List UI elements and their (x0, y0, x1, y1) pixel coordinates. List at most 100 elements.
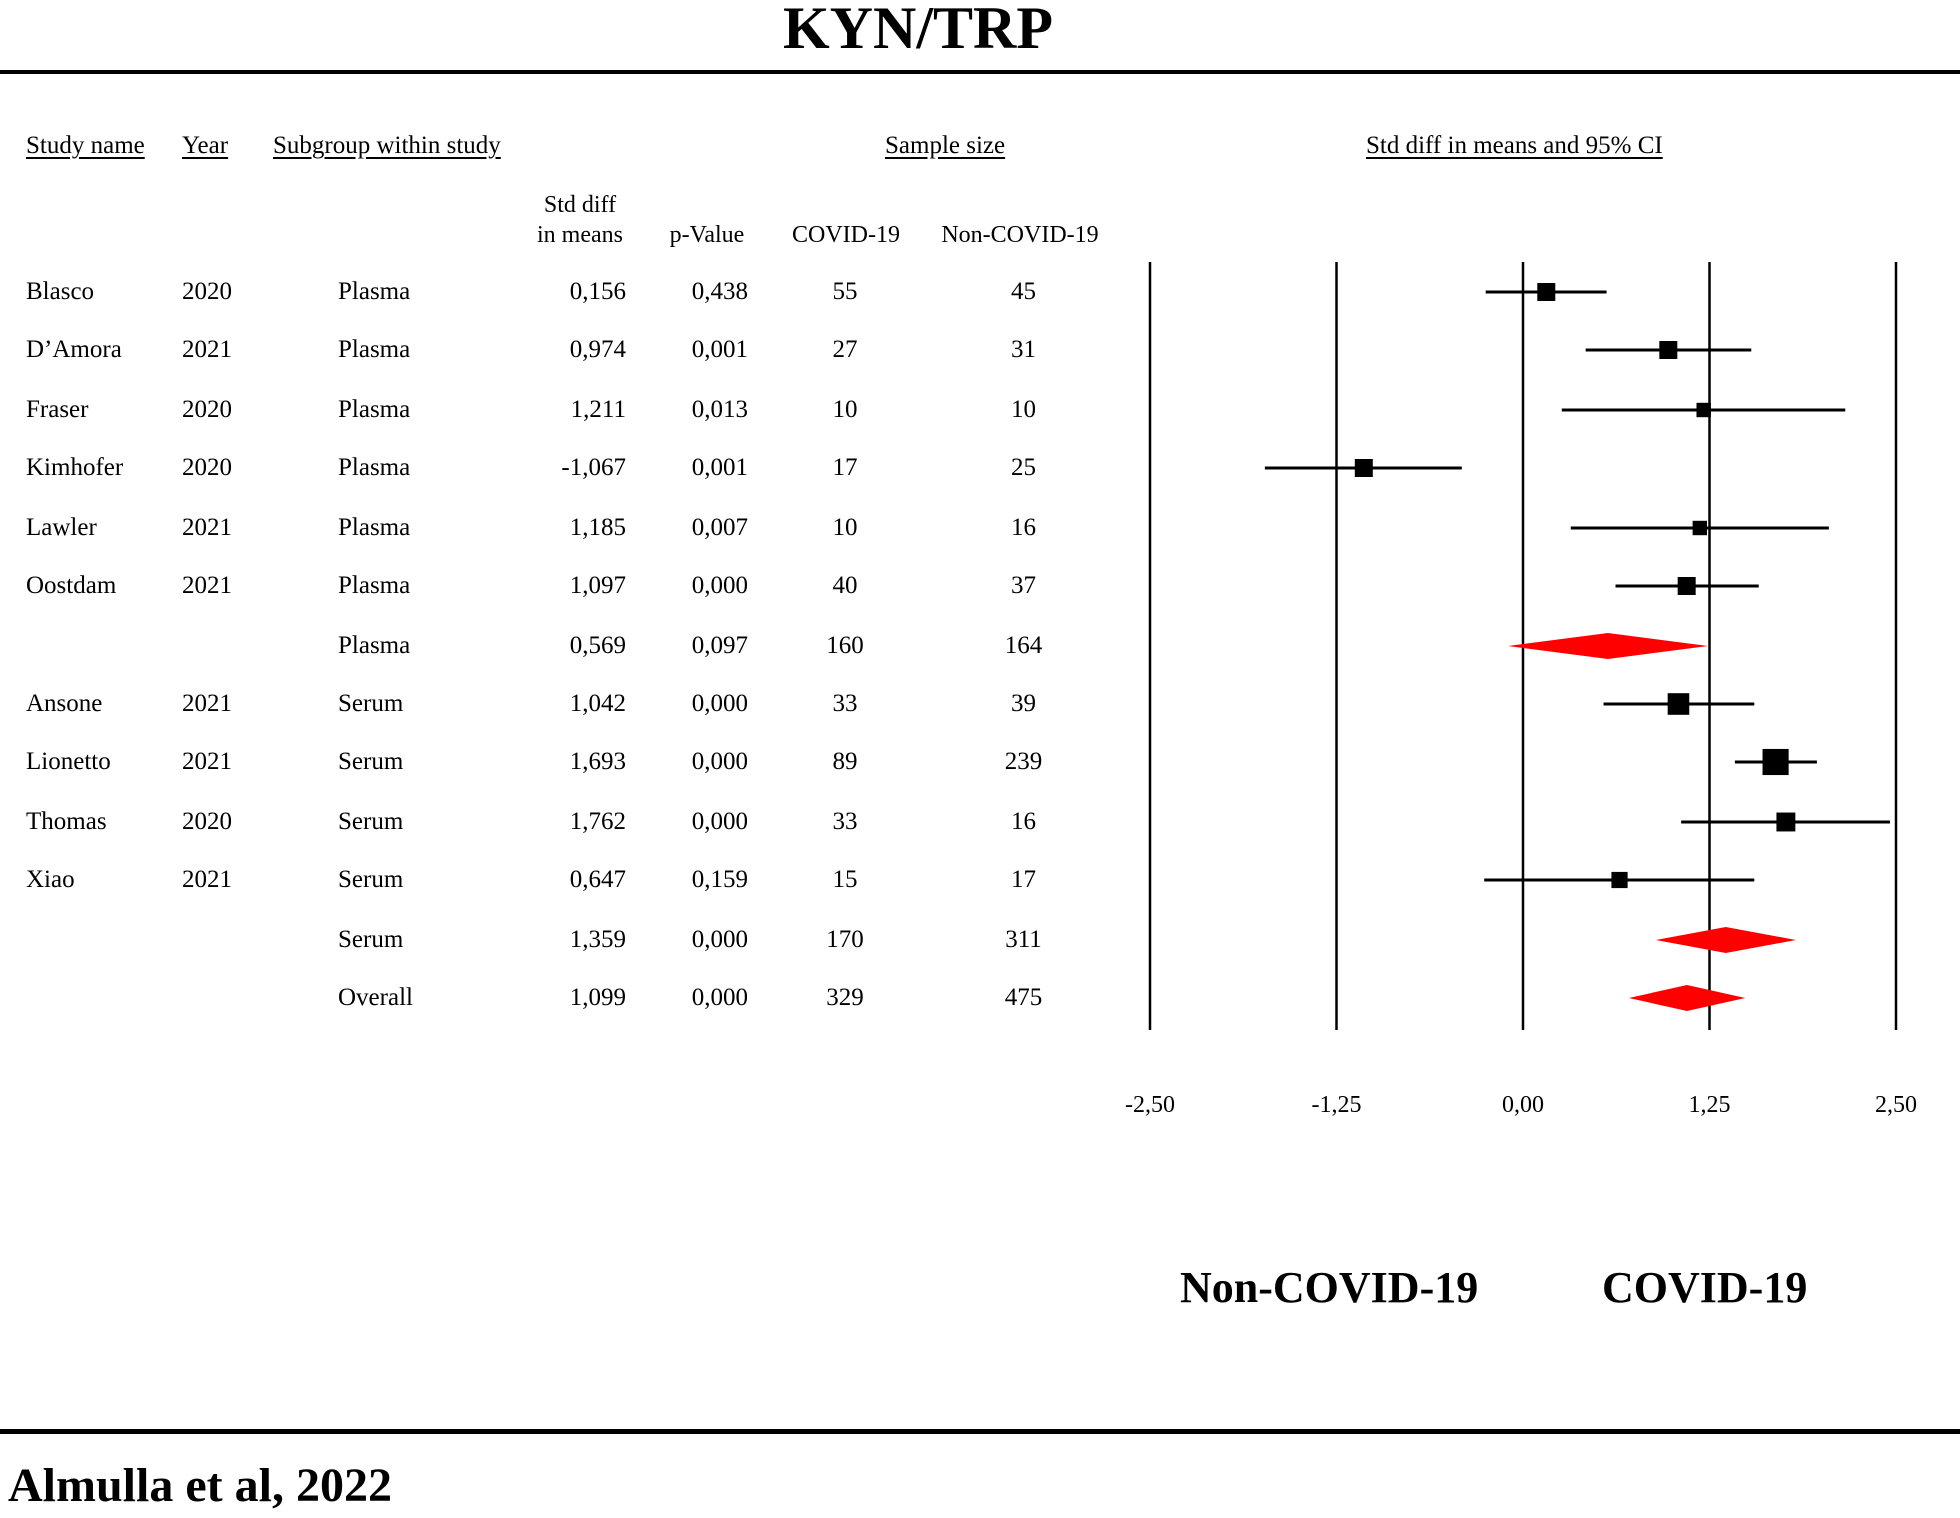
point-estimate-square (1677, 577, 1696, 595)
cell-year: 2021 (182, 572, 232, 599)
cell-p-value: 0,000 (691, 984, 748, 1011)
cell-non-covid: 39 (1011, 690, 1036, 717)
point-estimate-square (1762, 748, 1789, 776)
point-estimate-square (1776, 812, 1796, 832)
cell-non-covid: 37 (1011, 572, 1036, 599)
cell-covid: 33 (832, 690, 858, 717)
cell-non-covid: 10 (1011, 396, 1036, 423)
bottom-rule (0, 1429, 1960, 1434)
cell-year: 2020 (182, 278, 232, 305)
cell-std-diff: 1,042 (569, 690, 626, 717)
cell-study: Fraser (26, 396, 89, 423)
cell-non-covid: 16 (1011, 514, 1036, 541)
cell-year: 2020 (182, 396, 232, 423)
cell-p-value: 0,438 (691, 278, 748, 305)
summary-diamond (1628, 985, 1746, 1011)
cell-std-diff: 1,762 (569, 808, 626, 835)
cell-std-diff: -1,067 (561, 454, 626, 481)
cell-std-diff: 1,099 (569, 984, 626, 1011)
top-rule (0, 70, 1960, 74)
point-estimate-square (1696, 402, 1711, 418)
point-estimate-square (1667, 693, 1690, 715)
cell-non-covid: 164 (1004, 632, 1043, 659)
point-estimate-square (1659, 341, 1678, 359)
cell-std-diff: 1,359 (569, 926, 626, 953)
cell-non-covid: 311 (1005, 926, 1042, 953)
point-estimate-square (1537, 283, 1556, 301)
cell-year: 2021 (182, 336, 232, 363)
cell-p-value: 0,000 (691, 572, 748, 599)
cell-study: Blasco (26, 278, 95, 305)
cell-subgroup: Plasma (338, 396, 411, 423)
citation: Almulla et al, 2022 (8, 1459, 392, 1512)
cell-subgroup: Plasma (338, 454, 411, 481)
cell-covid: 160 (826, 632, 864, 659)
favours-left-label: Non-COVID-19 (1180, 1263, 1479, 1312)
cell-p-value: 0,000 (691, 748, 748, 775)
summary-diamond (1508, 633, 1709, 659)
cell-subgroup: Serum (338, 866, 404, 893)
cell-subgroup: Plasma (338, 336, 411, 363)
cell-p-value: 0,007 (691, 514, 748, 541)
cell-year: 2021 (182, 514, 232, 541)
cell-p-value: 0,000 (691, 808, 748, 835)
cell-covid: 17 (832, 454, 858, 481)
cell-subgroup: Plasma (338, 632, 411, 659)
cell-covid: 89 (832, 748, 858, 775)
cell-std-diff: 0,647 (569, 866, 626, 893)
cell-non-covid: 16 (1011, 808, 1036, 835)
x-tick-label: 0,00 (1502, 1092, 1544, 1118)
header-year: Year (182, 132, 229, 159)
cell-p-value: 0,001 (691, 454, 748, 481)
header-sample-size: Sample size (885, 132, 1006, 159)
chart-title: KYN/TRP (783, 0, 1053, 61)
cell-std-diff: 0,156 (569, 278, 626, 305)
point-estimate-square (1692, 520, 1708, 536)
cell-covid: 40 (832, 572, 858, 599)
cell-non-covid: 31 (1011, 336, 1036, 363)
cell-subgroup: Serum (338, 926, 404, 953)
cell-study: Thomas (26, 808, 107, 835)
header-non-covid: Non-COVID-19 (941, 222, 1099, 248)
cell-non-covid: 475 (1004, 984, 1043, 1011)
cell-std-diff: 1,693 (569, 748, 626, 775)
header-std-diff-line2: in means (537, 222, 623, 248)
cell-std-diff: 0,974 (569, 336, 626, 363)
header-ci: Std diff in means and 95% CI (1366, 132, 1663, 159)
x-tick-label: 1,25 (1689, 1092, 1731, 1118)
cell-subgroup: Serum (338, 808, 404, 835)
cell-covid: 27 (832, 336, 858, 363)
header-p-value: p-Value (669, 222, 745, 248)
cell-subgroup: Overall (338, 984, 413, 1011)
header-subgroup: Subgroup within study (273, 132, 501, 159)
cell-non-covid: 25 (1011, 454, 1036, 481)
cell-subgroup: Plasma (338, 572, 411, 599)
cell-covid: 55 (832, 278, 858, 305)
cell-covid: 170 (826, 926, 864, 953)
cell-study: Oostdam (26, 572, 117, 599)
x-tick-label: -2,50 (1125, 1092, 1175, 1118)
cell-subgroup: Serum (338, 748, 404, 775)
header-study-name: Study name (26, 132, 145, 159)
cell-year: 2020 (182, 808, 232, 835)
summary-diamond (1655, 927, 1797, 953)
cell-p-value: 0,013 (691, 396, 748, 423)
cell-covid: 329 (826, 984, 864, 1011)
cell-p-value: 0,159 (691, 866, 748, 893)
cell-std-diff: 0,569 (569, 632, 626, 659)
point-estimate-square (1354, 459, 1373, 477)
cell-subgroup: Serum (338, 690, 404, 717)
cell-covid: 10 (832, 396, 858, 423)
cell-non-covid: 17 (1011, 866, 1036, 893)
cell-study: D’Amora (26, 336, 122, 363)
cell-subgroup: Plasma (338, 278, 411, 305)
cell-non-covid: 239 (1004, 748, 1043, 775)
cell-p-value: 0,000 (691, 690, 748, 717)
cell-year: 2020 (182, 454, 232, 481)
cell-study: Lawler (26, 514, 97, 541)
favours-right-label: COVID-19 (1602, 1263, 1808, 1312)
cell-subgroup: Plasma (338, 514, 411, 541)
cell-p-value: 0,097 (691, 632, 748, 659)
point-estimate-square (1611, 871, 1628, 889)
